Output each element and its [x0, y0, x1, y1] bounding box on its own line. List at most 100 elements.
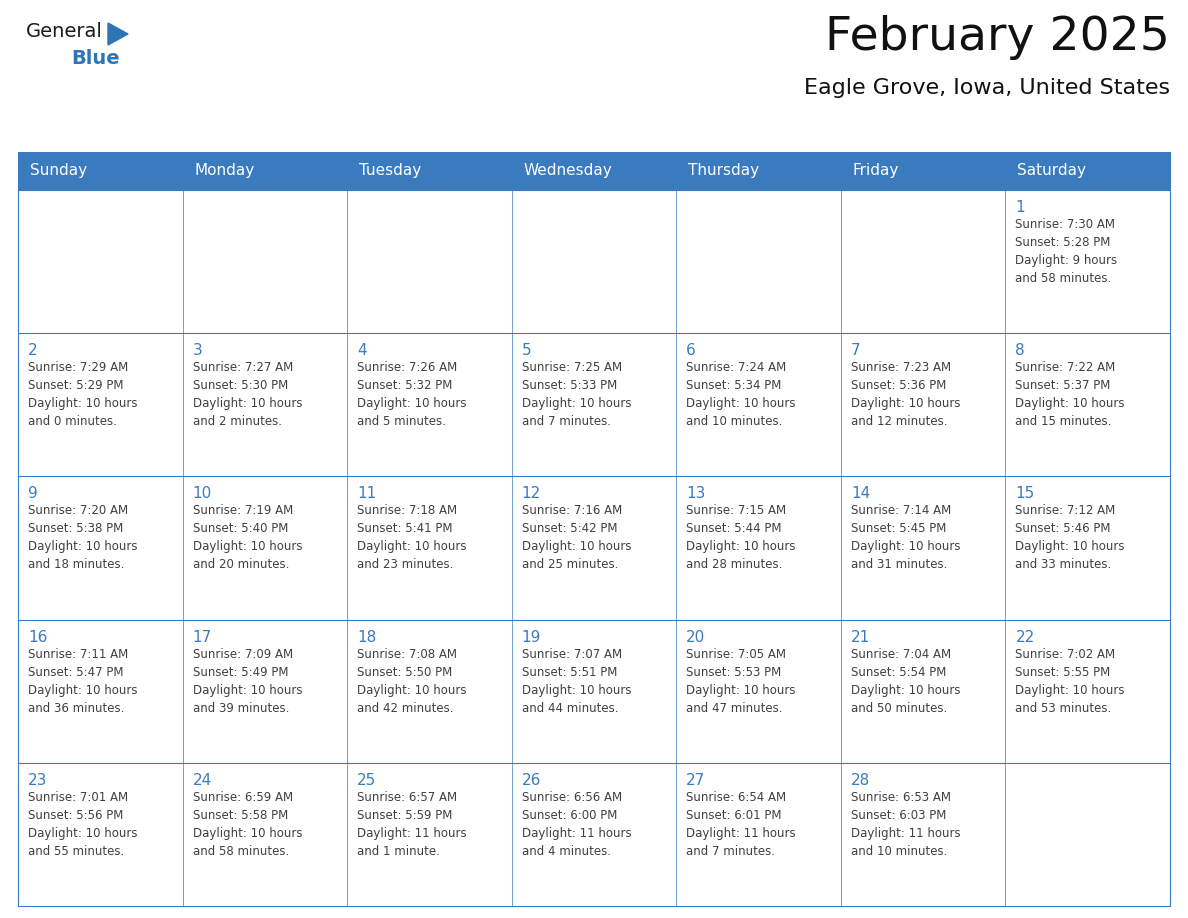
Text: Sunrise: 6:53 AM
Sunset: 6:03 PM
Daylight: 11 hours
and 10 minutes.: Sunrise: 6:53 AM Sunset: 6:03 PM Dayligh… — [851, 790, 960, 857]
Text: Sunday: Sunday — [30, 163, 87, 178]
Bar — [841, 620, 1005, 763]
Bar — [18, 190, 183, 333]
Text: Sunrise: 7:05 AM
Sunset: 5:53 PM
Daylight: 10 hours
and 47 minutes.: Sunrise: 7:05 AM Sunset: 5:53 PM Dayligh… — [687, 647, 796, 714]
Bar — [18, 620, 183, 763]
Bar — [347, 620, 512, 763]
Text: 17: 17 — [192, 630, 211, 644]
Bar — [676, 620, 841, 763]
Text: Sunrise: 7:23 AM
Sunset: 5:36 PM
Daylight: 10 hours
and 12 minutes.: Sunrise: 7:23 AM Sunset: 5:36 PM Dayligh… — [851, 361, 960, 428]
Text: Blue: Blue — [71, 49, 120, 68]
Text: Sunrise: 7:12 AM
Sunset: 5:46 PM
Daylight: 10 hours
and 33 minutes.: Sunrise: 7:12 AM Sunset: 5:46 PM Dayligh… — [1016, 504, 1125, 571]
Text: Sunrise: 6:57 AM
Sunset: 5:59 PM
Daylight: 11 hours
and 1 minute.: Sunrise: 6:57 AM Sunset: 5:59 PM Dayligh… — [358, 790, 467, 857]
Bar — [347, 190, 512, 333]
Bar — [676, 476, 841, 620]
Text: Sunrise: 7:16 AM
Sunset: 5:42 PM
Daylight: 10 hours
and 25 minutes.: Sunrise: 7:16 AM Sunset: 5:42 PM Dayligh… — [522, 504, 631, 571]
Bar — [512, 333, 676, 476]
Bar — [512, 620, 676, 763]
Text: 25: 25 — [358, 773, 377, 788]
Text: General: General — [26, 22, 103, 41]
Text: Sunrise: 6:54 AM
Sunset: 6:01 PM
Daylight: 11 hours
and 7 minutes.: Sunrise: 6:54 AM Sunset: 6:01 PM Dayligh… — [687, 790, 796, 857]
Text: Wednesday: Wednesday — [524, 163, 613, 178]
Text: Sunrise: 7:26 AM
Sunset: 5:32 PM
Daylight: 10 hours
and 5 minutes.: Sunrise: 7:26 AM Sunset: 5:32 PM Dayligh… — [358, 361, 467, 428]
Text: 22: 22 — [1016, 630, 1035, 644]
Bar — [676, 763, 841, 906]
Text: 14: 14 — [851, 487, 870, 501]
Text: Sunrise: 6:56 AM
Sunset: 6:00 PM
Daylight: 11 hours
and 4 minutes.: Sunrise: 6:56 AM Sunset: 6:00 PM Dayligh… — [522, 790, 631, 857]
Bar — [1005, 620, 1170, 763]
Text: 4: 4 — [358, 343, 367, 358]
Text: 26: 26 — [522, 773, 541, 788]
Text: 27: 27 — [687, 773, 706, 788]
Bar — [512, 190, 676, 333]
Bar — [676, 333, 841, 476]
Bar — [183, 190, 347, 333]
Text: Saturday: Saturday — [1017, 163, 1087, 178]
Text: Sunrise: 7:29 AM
Sunset: 5:29 PM
Daylight: 10 hours
and 0 minutes.: Sunrise: 7:29 AM Sunset: 5:29 PM Dayligh… — [29, 361, 138, 428]
Text: Sunrise: 7:18 AM
Sunset: 5:41 PM
Daylight: 10 hours
and 23 minutes.: Sunrise: 7:18 AM Sunset: 5:41 PM Dayligh… — [358, 504, 467, 571]
Bar — [1005, 763, 1170, 906]
Text: 11: 11 — [358, 487, 377, 501]
Text: 24: 24 — [192, 773, 211, 788]
Text: 20: 20 — [687, 630, 706, 644]
Text: 18: 18 — [358, 630, 377, 644]
Bar — [183, 620, 347, 763]
Bar — [183, 763, 347, 906]
Bar — [18, 333, 183, 476]
Bar — [676, 190, 841, 333]
Text: Sunrise: 7:19 AM
Sunset: 5:40 PM
Daylight: 10 hours
and 20 minutes.: Sunrise: 7:19 AM Sunset: 5:40 PM Dayligh… — [192, 504, 302, 571]
Text: 5: 5 — [522, 343, 531, 358]
Text: Sunrise: 7:02 AM
Sunset: 5:55 PM
Daylight: 10 hours
and 53 minutes.: Sunrise: 7:02 AM Sunset: 5:55 PM Dayligh… — [1016, 647, 1125, 714]
Bar — [183, 476, 347, 620]
Bar — [18, 763, 183, 906]
Bar — [347, 476, 512, 620]
Bar — [347, 763, 512, 906]
Text: 8: 8 — [1016, 343, 1025, 358]
Bar — [18, 476, 183, 620]
Bar — [512, 476, 676, 620]
Text: 15: 15 — [1016, 487, 1035, 501]
Text: 23: 23 — [29, 773, 48, 788]
Text: Sunrise: 7:04 AM
Sunset: 5:54 PM
Daylight: 10 hours
and 50 minutes.: Sunrise: 7:04 AM Sunset: 5:54 PM Dayligh… — [851, 647, 960, 714]
Text: 12: 12 — [522, 487, 541, 501]
Text: Sunrise: 7:07 AM
Sunset: 5:51 PM
Daylight: 10 hours
and 44 minutes.: Sunrise: 7:07 AM Sunset: 5:51 PM Dayligh… — [522, 647, 631, 714]
Bar — [18, 152, 1170, 190]
Text: Thursday: Thursday — [688, 163, 759, 178]
Text: February 2025: February 2025 — [826, 15, 1170, 60]
Text: Sunrise: 7:22 AM
Sunset: 5:37 PM
Daylight: 10 hours
and 15 minutes.: Sunrise: 7:22 AM Sunset: 5:37 PM Dayligh… — [1016, 361, 1125, 428]
Text: Sunrise: 7:15 AM
Sunset: 5:44 PM
Daylight: 10 hours
and 28 minutes.: Sunrise: 7:15 AM Sunset: 5:44 PM Dayligh… — [687, 504, 796, 571]
Bar — [183, 333, 347, 476]
Text: 3: 3 — [192, 343, 202, 358]
Text: 28: 28 — [851, 773, 870, 788]
Bar — [1005, 476, 1170, 620]
Text: Sunrise: 7:08 AM
Sunset: 5:50 PM
Daylight: 10 hours
and 42 minutes.: Sunrise: 7:08 AM Sunset: 5:50 PM Dayligh… — [358, 647, 467, 714]
Text: 19: 19 — [522, 630, 541, 644]
Bar — [512, 763, 676, 906]
Text: Sunrise: 7:24 AM
Sunset: 5:34 PM
Daylight: 10 hours
and 10 minutes.: Sunrise: 7:24 AM Sunset: 5:34 PM Dayligh… — [687, 361, 796, 428]
Bar — [841, 333, 1005, 476]
Bar — [347, 333, 512, 476]
Text: 16: 16 — [29, 630, 48, 644]
Bar — [1005, 190, 1170, 333]
Text: Sunrise: 7:25 AM
Sunset: 5:33 PM
Daylight: 10 hours
and 7 minutes.: Sunrise: 7:25 AM Sunset: 5:33 PM Dayligh… — [522, 361, 631, 428]
Text: 7: 7 — [851, 343, 860, 358]
Text: 2: 2 — [29, 343, 38, 358]
Bar — [841, 763, 1005, 906]
Text: Sunrise: 7:11 AM
Sunset: 5:47 PM
Daylight: 10 hours
and 36 minutes.: Sunrise: 7:11 AM Sunset: 5:47 PM Dayligh… — [29, 647, 138, 714]
Bar — [1005, 333, 1170, 476]
Text: 13: 13 — [687, 487, 706, 501]
Bar — [841, 476, 1005, 620]
Text: 6: 6 — [687, 343, 696, 358]
Text: Sunrise: 7:27 AM
Sunset: 5:30 PM
Daylight: 10 hours
and 2 minutes.: Sunrise: 7:27 AM Sunset: 5:30 PM Dayligh… — [192, 361, 302, 428]
Text: Sunrise: 7:01 AM
Sunset: 5:56 PM
Daylight: 10 hours
and 55 minutes.: Sunrise: 7:01 AM Sunset: 5:56 PM Dayligh… — [29, 790, 138, 857]
Text: Eagle Grove, Iowa, United States: Eagle Grove, Iowa, United States — [804, 78, 1170, 98]
Text: Sunrise: 7:20 AM
Sunset: 5:38 PM
Daylight: 10 hours
and 18 minutes.: Sunrise: 7:20 AM Sunset: 5:38 PM Dayligh… — [29, 504, 138, 571]
Text: Tuesday: Tuesday — [359, 163, 422, 178]
Text: Friday: Friday — [853, 163, 899, 178]
Text: Sunrise: 6:59 AM
Sunset: 5:58 PM
Daylight: 10 hours
and 58 minutes.: Sunrise: 6:59 AM Sunset: 5:58 PM Dayligh… — [192, 790, 302, 857]
Text: 10: 10 — [192, 487, 211, 501]
Text: Sunrise: 7:30 AM
Sunset: 5:28 PM
Daylight: 9 hours
and 58 minutes.: Sunrise: 7:30 AM Sunset: 5:28 PM Dayligh… — [1016, 218, 1118, 285]
Text: 1: 1 — [1016, 200, 1025, 215]
Bar — [841, 190, 1005, 333]
Text: 21: 21 — [851, 630, 870, 644]
Text: Sunrise: 7:14 AM
Sunset: 5:45 PM
Daylight: 10 hours
and 31 minutes.: Sunrise: 7:14 AM Sunset: 5:45 PM Dayligh… — [851, 504, 960, 571]
